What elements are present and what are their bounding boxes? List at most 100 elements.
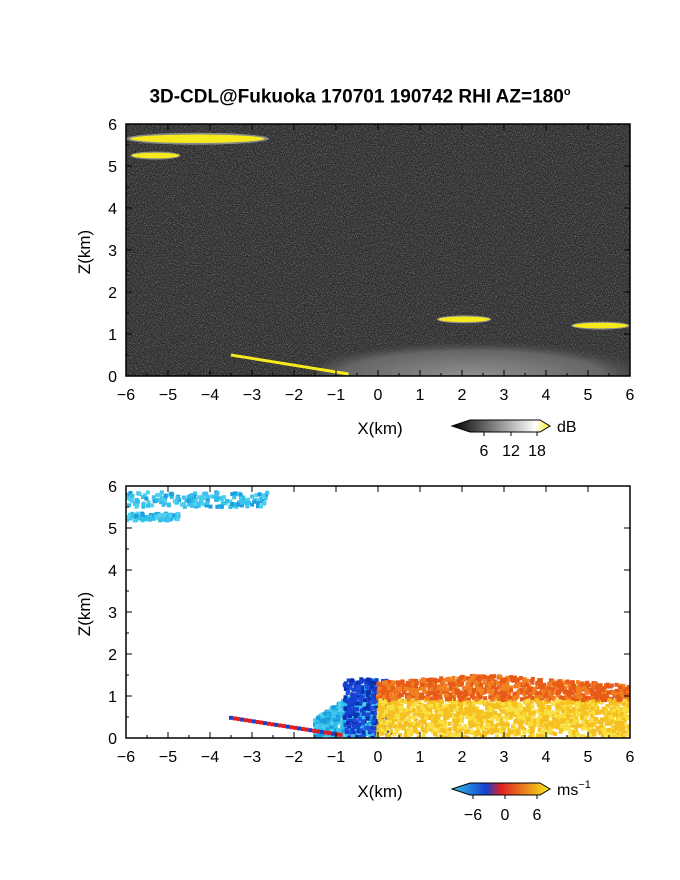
near-surface-velocity-pixel: [278, 723, 283, 728]
positive-velocity-pixel: [419, 686, 424, 691]
degree-superscript: o: [563, 86, 571, 98]
cloud-velocity-pixel: [213, 495, 218, 500]
positive-velocity-pixel: [586, 723, 591, 728]
positive-velocity-pixel: [613, 703, 618, 708]
positive-velocity-pixel: [505, 675, 510, 680]
cloud-velocity-pixel: [132, 501, 137, 506]
near-surface-velocity-pixel: [232, 716, 237, 721]
positive-velocity-pixel: [379, 723, 384, 728]
near-surface-velocity-pixel: [331, 731, 336, 736]
cloud-velocity-pixel: [134, 498, 139, 503]
positive-velocity-pixel: [459, 705, 464, 710]
positive-velocity-pixel: [376, 729, 381, 734]
positive-velocity-pixel: [605, 703, 610, 708]
positive-velocity-pixel: [479, 710, 484, 715]
positive-velocity-pixel: [587, 683, 592, 688]
positive-velocity-pixel: [613, 720, 618, 725]
cloud-velocity-pixel: [186, 498, 191, 503]
positive-velocity-pixel: [607, 698, 612, 703]
positive-velocity-pixel: [469, 729, 474, 734]
positive-velocity-pixel: [468, 712, 473, 717]
positive-velocity-pixel: [627, 726, 630, 731]
positive-velocity-pixel: [604, 718, 609, 723]
positive-velocity-pixel: [462, 727, 467, 732]
positive-velocity-pixel: [528, 699, 533, 704]
positive-velocity-pixel: [620, 720, 625, 725]
positive-velocity-pixel: [603, 693, 608, 698]
positive-velocity-pixel: [388, 705, 393, 710]
cloud-velocity-pixel: [127, 503, 132, 508]
positive-velocity-pixel: [583, 715, 588, 720]
positive-velocity-pixel: [498, 675, 503, 680]
near-zero-velocity-pixel: [351, 687, 356, 692]
positive-velocity-pixel: [513, 696, 518, 701]
positive-velocity-pixel: [392, 732, 397, 737]
near-surface-velocity-pixel: [297, 726, 302, 731]
positive-velocity-pixel: [386, 726, 391, 731]
bottom-y-tick-label: 4: [108, 563, 117, 580]
positive-velocity-pixel: [517, 715, 522, 720]
positive-velocity-pixel: [476, 713, 481, 718]
positive-velocity-pixel: [560, 706, 565, 711]
cloud-velocity-pixel: [141, 501, 146, 506]
positive-velocity-pixel: [381, 691, 386, 696]
positive-velocity-pixel: [466, 686, 471, 691]
positive-velocity-pixel: [393, 714, 398, 719]
positive-velocity-pixel: [444, 707, 449, 712]
cloud-velocity-pixel: [176, 514, 181, 519]
positive-velocity-pixel: [403, 686, 408, 691]
positive-velocity-pixel: [588, 711, 593, 716]
positive-velocity-pixel: [580, 711, 585, 716]
positive-velocity-pixel: [380, 694, 385, 699]
positive-velocity-pixel: [611, 728, 616, 733]
cloud-velocity-pixel: [262, 501, 267, 506]
near-zero-velocity-pixel: [364, 684, 369, 689]
positive-velocity-pixel: [593, 703, 598, 708]
top-plot-area: [126, 124, 630, 376]
positive-velocity-pixel: [416, 705, 421, 710]
positive-velocity-pixel: [547, 730, 552, 735]
near-zero-velocity-pixel: [365, 677, 370, 682]
negative-velocity-pixel: [368, 717, 373, 722]
positive-velocity-pixel: [499, 695, 504, 700]
positive-velocity-pixel: [458, 697, 463, 702]
positive-velocity-pixel: [396, 698, 401, 703]
negative-velocity-pixel: [323, 720, 328, 725]
positive-velocity-pixel: [447, 713, 452, 718]
positive-velocity-pixel: [485, 701, 490, 706]
positive-velocity-pixel: [499, 681, 504, 686]
near-zero-velocity-pixel: [373, 712, 378, 717]
cloud-velocity-pixel: [141, 504, 146, 509]
positive-velocity-pixel: [429, 701, 434, 706]
positive-velocity-pixel: [608, 701, 613, 706]
positive-velocity-pixel: [520, 697, 525, 702]
positive-velocity-pixel: [579, 724, 584, 729]
bottom-x-tick-label: 0: [374, 749, 383, 766]
positive-velocity-pixel: [542, 720, 547, 725]
near-zero-velocity-pixel: [353, 695, 358, 700]
bottom-x-tick-label: 3: [500, 749, 509, 766]
page-title-text: 3D-CDL@Fukuoka 170701 190742 RHI AZ=180: [149, 86, 564, 108]
positive-velocity-pixel: [550, 730, 555, 735]
positive-velocity-pixel: [512, 722, 517, 727]
positive-velocity-pixel: [392, 686, 397, 691]
cloud-velocity-pixel: [260, 499, 265, 504]
near-zero-velocity-pixel: [346, 678, 351, 683]
positive-velocity-pixel: [621, 725, 626, 730]
positive-velocity-pixel: [486, 689, 491, 694]
positive-velocity-pixel: [386, 712, 391, 717]
positive-velocity-pixel: [389, 701, 394, 706]
positive-velocity-pixel: [581, 734, 586, 738]
positive-velocity-pixel: [452, 716, 457, 721]
cloud-velocity-pixel: [192, 494, 197, 499]
positive-velocity-pixel: [592, 729, 597, 734]
positive-velocity-pixel: [518, 725, 523, 730]
positive-velocity-pixel: [397, 723, 402, 728]
positive-velocity-pixel: [479, 712, 484, 717]
positive-velocity-pixel: [591, 710, 596, 715]
positive-velocity-pixel: [396, 680, 401, 685]
positive-velocity-pixel: [436, 708, 441, 713]
negative-velocity-pixel: [319, 727, 324, 732]
negative-velocity-pixel: [317, 725, 322, 730]
near-zero-velocity-pixel: [367, 726, 372, 731]
